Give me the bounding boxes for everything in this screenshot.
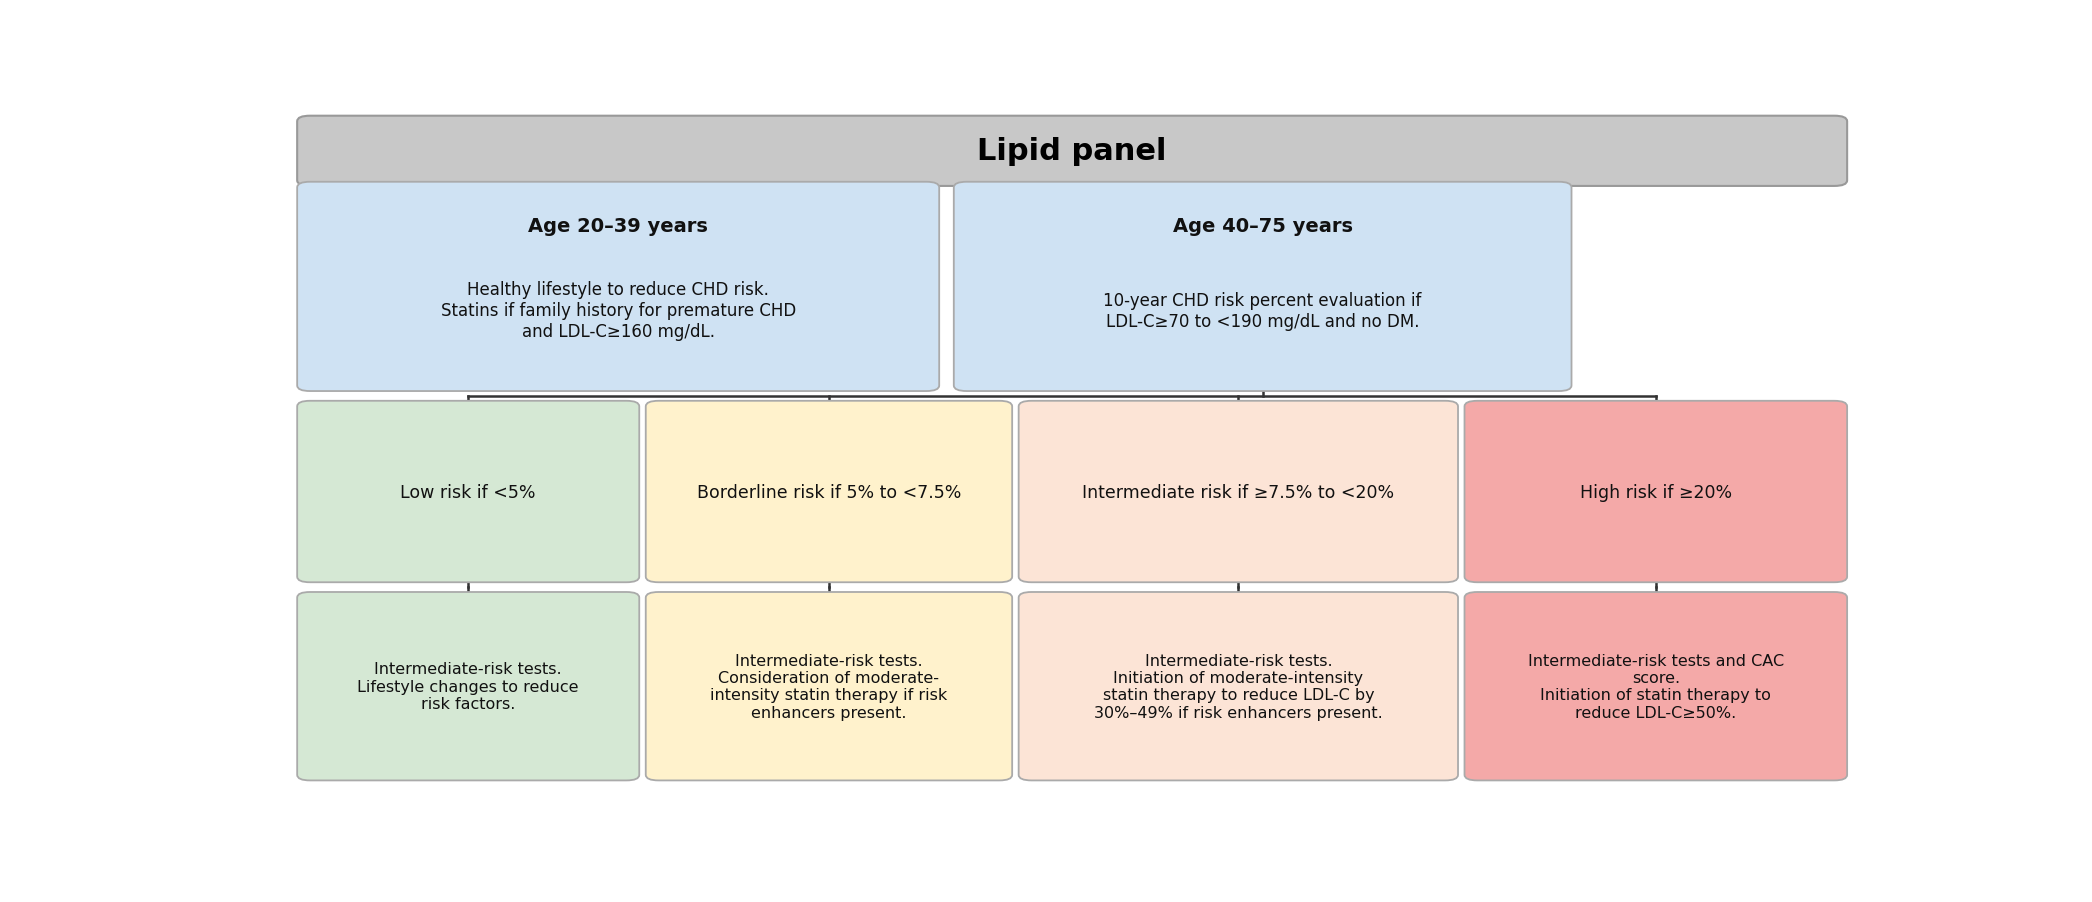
FancyBboxPatch shape (646, 401, 1013, 583)
FancyBboxPatch shape (1019, 593, 1458, 780)
FancyBboxPatch shape (297, 593, 640, 780)
Text: Intermediate-risk tests.
Initiation of moderate-intensity
statin therapy to redu: Intermediate-risk tests. Initiation of m… (1094, 653, 1383, 720)
FancyBboxPatch shape (1019, 401, 1458, 583)
Text: Age 40–75 years: Age 40–75 years (1174, 216, 1354, 235)
Text: Intermediate-risk tests and CAC
score.
Initiation of statin therapy to
reduce LD: Intermediate-risk tests and CAC score. I… (1527, 653, 1784, 720)
FancyBboxPatch shape (646, 593, 1013, 780)
FancyBboxPatch shape (1464, 401, 1847, 583)
FancyBboxPatch shape (297, 182, 939, 391)
FancyBboxPatch shape (297, 401, 640, 583)
FancyBboxPatch shape (1464, 593, 1847, 780)
Text: Intermediate-risk tests.
Lifestyle changes to reduce
risk factors.: Intermediate-risk tests. Lifestyle chang… (358, 661, 579, 712)
Text: High risk if ≥20%: High risk if ≥20% (1579, 483, 1732, 501)
Text: Intermediate-risk tests.
Consideration of moderate-
intensity statin therapy if : Intermediate-risk tests. Consideration o… (711, 653, 948, 720)
Text: Healthy lifestyle to reduce CHD risk.
Statins if family history for premature CH: Healthy lifestyle to reduce CHD risk. St… (441, 281, 795, 341)
Text: Lipid panel: Lipid panel (977, 137, 1167, 166)
Text: Age 20–39 years: Age 20–39 years (529, 216, 707, 235)
Text: Low risk if <5%: Low risk if <5% (400, 483, 536, 501)
Text: Borderline risk if 5% to <7.5%: Borderline risk if 5% to <7.5% (697, 483, 960, 501)
FancyBboxPatch shape (954, 182, 1571, 391)
FancyBboxPatch shape (297, 116, 1847, 187)
Text: 10-year CHD risk percent evaluation if
LDL-C≥70 to <190 mg/dL and no DM.: 10-year CHD risk percent evaluation if L… (1102, 291, 1423, 330)
Text: Intermediate risk if ≥7.5% to <20%: Intermediate risk if ≥7.5% to <20% (1082, 483, 1395, 501)
